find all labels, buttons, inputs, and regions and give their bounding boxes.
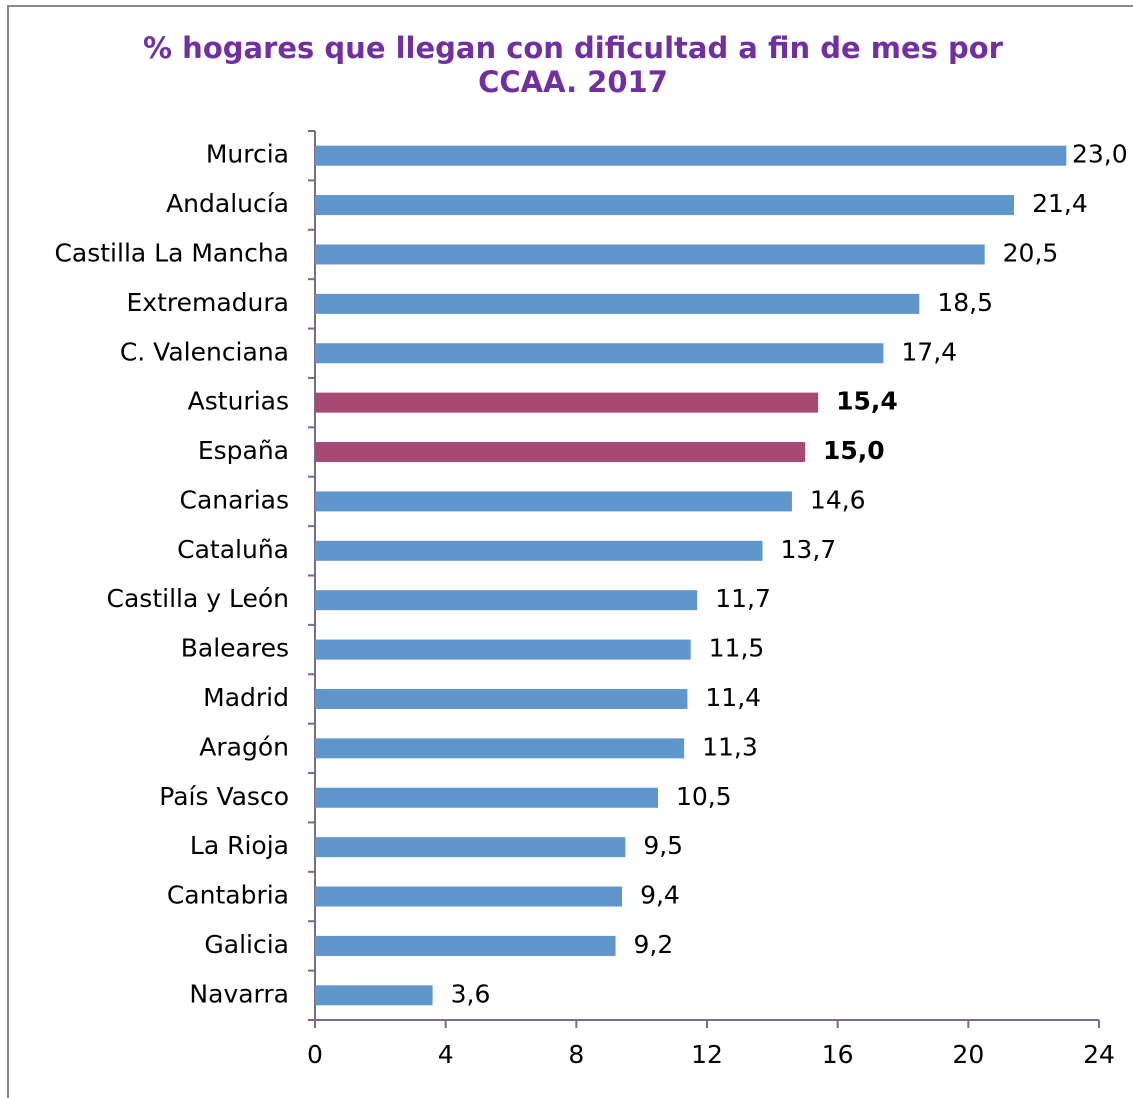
bar [315, 343, 884, 364]
value-label: 20,5 [1003, 238, 1059, 267]
category-label: Castilla La Mancha [54, 238, 289, 267]
category-label: País Vasco [159, 782, 289, 811]
bar [315, 491, 792, 512]
bar [315, 935, 616, 956]
value-label: 23,0 [1072, 140, 1128, 169]
bar [315, 738, 685, 759]
bar [315, 590, 698, 611]
bar [315, 886, 623, 907]
chart-title: % hogares que llegan con dificultad a fi… [143, 31, 1004, 65]
category-label: La Rioja [190, 831, 289, 860]
category-label: Aragón [199, 732, 289, 761]
chart-title: CCAA. 2017 [478, 65, 668, 99]
value-label: 18,5 [937, 288, 993, 317]
value-label: 17,4 [901, 337, 957, 366]
category-label: Murcia [206, 140, 289, 169]
x-tick-label: 12 [691, 1040, 723, 1069]
bar [315, 837, 626, 858]
value-label: 11,4 [705, 683, 761, 712]
value-label: 9,5 [643, 831, 683, 860]
bar [315, 195, 1015, 216]
bar [315, 985, 433, 1006]
value-label: 3,6 [451, 979, 491, 1008]
value-label: 9,4 [640, 881, 680, 910]
x-tick-label: 16 [822, 1040, 854, 1069]
bar [315, 787, 658, 808]
value-label: 10,5 [676, 782, 732, 811]
value-label: 14,6 [810, 485, 866, 514]
category-label: Galicia [204, 930, 289, 959]
x-tick-label: 4 [438, 1040, 454, 1069]
bar [315, 442, 805, 463]
category-label: Canarias [179, 485, 289, 514]
category-label: Cantabria [167, 881, 289, 910]
category-label: Madrid [203, 683, 289, 712]
frame [7, 5, 1133, 1098]
category-label: Navarra [189, 979, 289, 1008]
x-tick-label: 0 [307, 1040, 323, 1069]
bar [315, 293, 920, 314]
value-label: 15,4 [836, 387, 898, 416]
category-label: Castilla y León [107, 584, 289, 613]
value-label: 15,0 [823, 436, 885, 465]
category-label: Andalucía [166, 189, 289, 218]
category-label: España [198, 436, 289, 465]
bar [315, 392, 819, 413]
category-label: Extremadura [127, 288, 290, 317]
category-label: Baleares [181, 634, 289, 663]
bar [315, 244, 985, 265]
bar [315, 688, 688, 709]
x-tick-label: 8 [568, 1040, 584, 1069]
value-label: 13,7 [781, 535, 837, 564]
value-label: 11,3 [702, 732, 758, 761]
x-tick-label: 20 [952, 1040, 984, 1069]
category-label: C. Valenciana [120, 337, 289, 366]
category-label: Asturias [188, 387, 289, 416]
value-label: 11,7 [715, 584, 771, 613]
value-label: 11,5 [709, 634, 765, 663]
bar [315, 540, 763, 561]
category-label: Cataluña [177, 535, 289, 564]
bar [315, 145, 1067, 166]
x-tick-label: 24 [1083, 1040, 1115, 1069]
value-label: 21,4 [1032, 189, 1088, 218]
bar [315, 639, 691, 660]
value-label: 9,2 [634, 930, 674, 959]
